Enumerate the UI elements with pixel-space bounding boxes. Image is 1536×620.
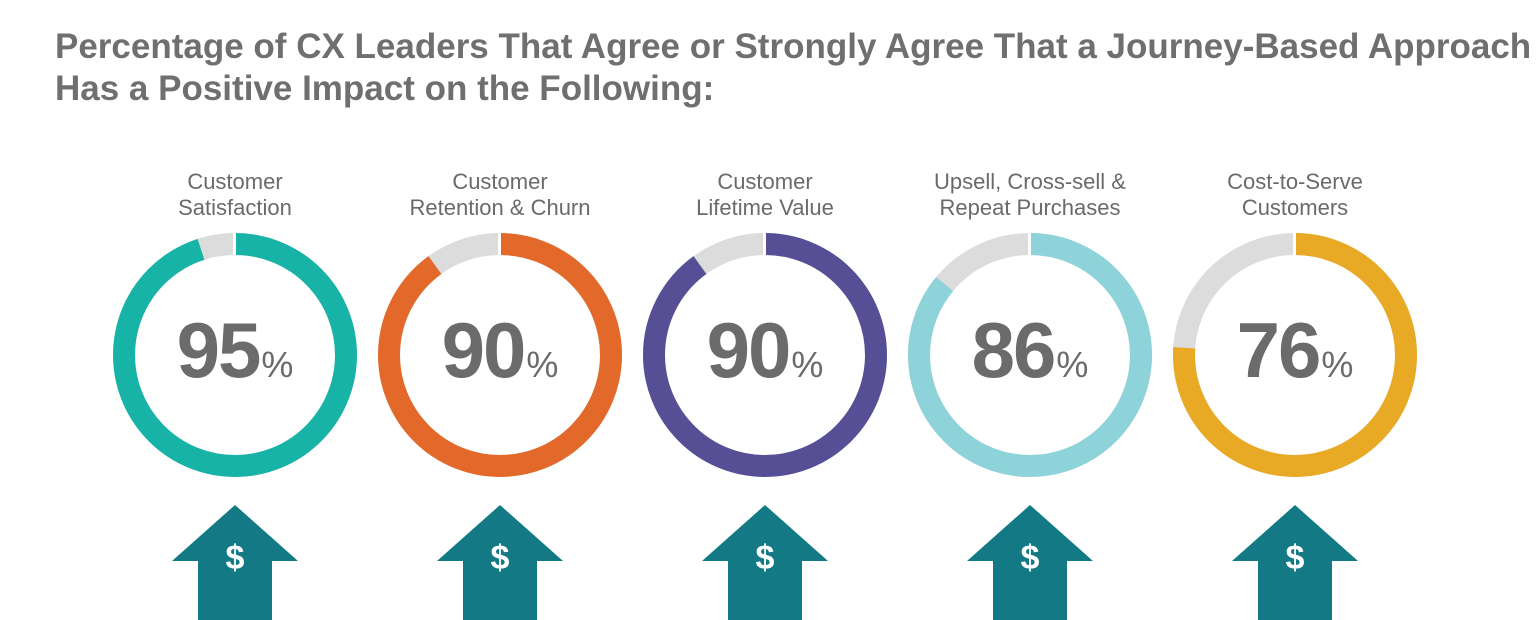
arrow-up-shape (172, 505, 298, 620)
donut-panel: Customer Satisfaction 95% $ (103, 0, 367, 620)
donut-value: 90% (368, 305, 632, 396)
donut-ring (113, 232, 357, 477)
arrow-up-dollar-icon (437, 505, 563, 620)
arrow-up-dollar-icon (1232, 505, 1358, 620)
dollar-sign-icon: $ (225, 539, 245, 577)
arrow-up-shape (967, 505, 1093, 620)
chart-title-line-2: Has a Positive Impact on the Following: (55, 69, 715, 108)
donut-label-line: Upsell, Cross-sell & (934, 169, 1126, 194)
arrow-up-shape (437, 505, 563, 620)
donut-value: 86% (898, 305, 1162, 396)
donut-value-percent-sign: % (791, 344, 824, 385)
donut-gap (1028, 232, 1031, 256)
donut-label-line: Customer (187, 169, 283, 194)
dollar-sign-icon: $ (1020, 539, 1040, 577)
donut-label: Cost-to-Serve Customers (1163, 169, 1427, 221)
donut-value: 95% (103, 305, 367, 396)
donut-gap (1293, 232, 1296, 256)
donut-ring (378, 232, 622, 477)
arrow-up-dollar-icon (172, 505, 298, 620)
donut-value-number: 95 (176, 306, 262, 394)
donut-value-number: 86 (971, 306, 1057, 394)
donut-ring (1173, 232, 1417, 477)
donut-value-percent-sign: % (1056, 344, 1089, 385)
arrow-up-dollar-icon (702, 505, 828, 620)
chart-title: Percentage of CX Leaders That Agree or S… (55, 26, 1532, 110)
donut-label-line: Customer (452, 169, 548, 194)
donut-value-number: 76 (1236, 306, 1322, 394)
donut-label: Customer Satisfaction (103, 169, 367, 221)
donut-panel: Customer Lifetime Value 90% $ (633, 0, 897, 620)
arrow-up-dollar-icon (967, 505, 1093, 620)
donut-label-line: Cost-to-Serve (1227, 169, 1363, 194)
donut-label: Customer Retention & Churn (368, 169, 632, 221)
donut-value-number: 90 (441, 306, 527, 394)
donut-gap (233, 232, 236, 256)
arrow-up-shape (702, 505, 828, 620)
donut-value: 90% (633, 305, 897, 396)
chart-title-line-1: Percentage of CX Leaders That Agree or S… (55, 27, 1532, 66)
donut-label-line: Lifetime Value (696, 195, 834, 220)
donut-gap (498, 232, 501, 256)
donut-label-line: Customers (1241, 195, 1349, 220)
donut-panel: Upsell, Cross-sell & Repeat Purchases 86% $ (898, 0, 1162, 620)
donut-label-line: Satisfaction (178, 195, 292, 220)
dollar-sign-icon: $ (1285, 539, 1305, 577)
donut-panel: Cost-to-Serve Customers 76% $ (1163, 0, 1427, 620)
donut-value-percent-sign: % (1321, 344, 1354, 385)
donut-ring (643, 232, 887, 477)
donut-value-number: 90 (706, 306, 792, 394)
donut-ring (908, 232, 1152, 477)
donut-panel: Customer Retention & Churn 90% $ (368, 0, 632, 620)
donut-label-line: Repeat Purchases (939, 195, 1121, 220)
donut-label: Upsell, Cross-sell & Repeat Purchases (898, 169, 1162, 221)
donut-gap (763, 232, 766, 256)
arrow-up-shape (1232, 505, 1358, 620)
dollar-sign-icon: $ (490, 539, 510, 577)
donut-label-line: Retention & Churn (409, 195, 591, 220)
donut-label: Customer Lifetime Value (633, 169, 897, 221)
donut-value-percent-sign: % (261, 344, 294, 385)
donut-value-percent-sign: % (526, 344, 559, 385)
donut-value: 76% (1163, 305, 1427, 396)
dollar-sign-icon: $ (755, 539, 775, 577)
donut-label-line: Customer (717, 169, 813, 194)
